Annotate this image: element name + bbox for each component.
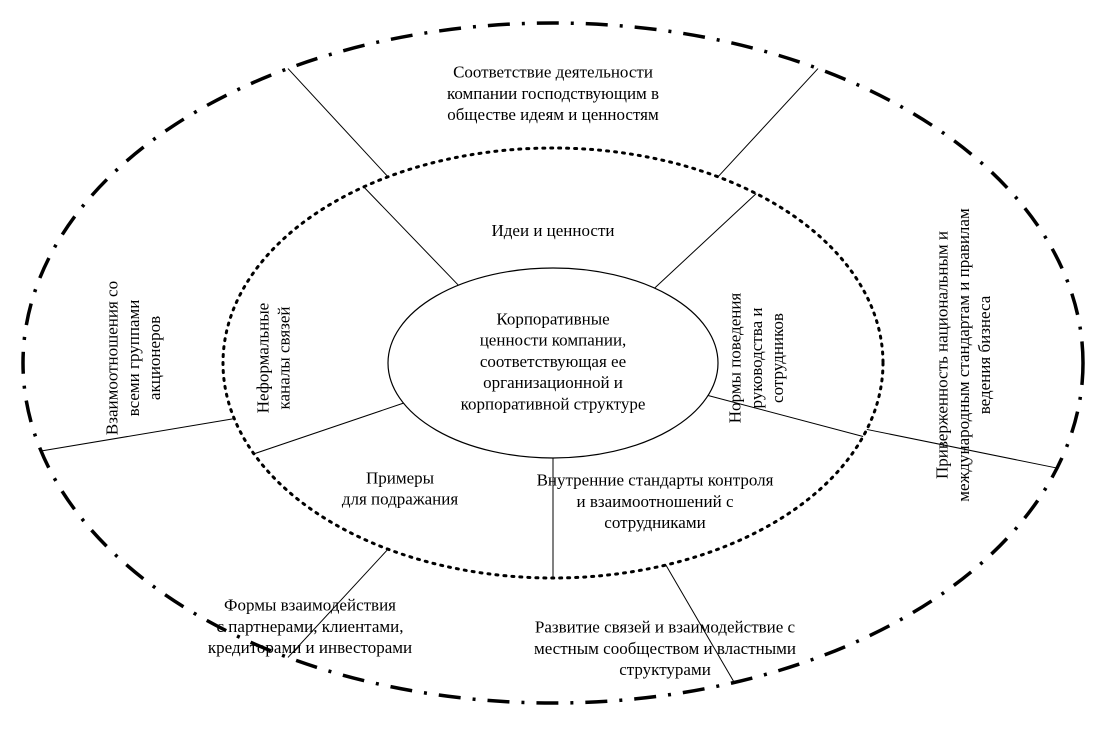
outer-label-partners-line-0: Формы взаимодействия bbox=[224, 596, 396, 615]
middle-label-norms-line-1: руководства и bbox=[747, 308, 766, 409]
middle-label-standards-line-0: Внутренние стандарты контроля bbox=[537, 471, 774, 490]
outer-label-society-line-2: обществе идеям и ценностям bbox=[447, 105, 659, 124]
outer-label-local-line-1: местным сообществом и властными bbox=[534, 639, 796, 658]
outer-label-partners-line-1: с партнерами, клиентами, bbox=[217, 617, 404, 636]
outer-label-society: Соответствие деятельности компании господ… bbox=[447, 63, 659, 125]
middle-label-ideas: Идеи и ценности bbox=[491, 221, 614, 240]
middle-label-examples-line-0: Примеры bbox=[366, 468, 435, 487]
outer-label-partners-line-2: кредиторами и инвесторами bbox=[208, 638, 412, 657]
outer-label-society-line-0: Соответствие деятельности bbox=[453, 63, 653, 82]
middle-label-norms-line-0: Нормы поведения bbox=[726, 293, 745, 424]
middle-label-standards-line-2: сотрудниками bbox=[604, 513, 705, 532]
center-label-line-0: Корпоративные bbox=[496, 309, 609, 328]
center-label-line-2: соответствующая ее bbox=[480, 352, 626, 371]
corporate-values-diagram: Корпоративные ценности компании, соответст… bbox=[0, 0, 1107, 727]
center-label-line-4: корпоративной структуре bbox=[461, 394, 646, 413]
middle-label-standards-line-1: и взаимоотношений с bbox=[576, 492, 733, 511]
outer-label-society-line-1: компании господствующим в bbox=[447, 84, 659, 103]
outer-label-international-line-2: ведения бизнеса bbox=[975, 295, 994, 414]
middle-label-examples-line-1: для подражания bbox=[342, 490, 458, 509]
center-label-line-1: ценности компании, bbox=[480, 331, 627, 350]
outer-label-international-line-0: Приверженность национальным и bbox=[933, 231, 952, 479]
middle-label-informal-line-1: каналы связей bbox=[275, 306, 294, 409]
middle-label-informal-line-0: Неформальные bbox=[253, 303, 272, 413]
outer-label-local-line-2: структурами bbox=[619, 660, 711, 679]
outer-label-partners: Формы взаимодействия с партнерами, клиент… bbox=[208, 596, 412, 658]
outer-label-shareholders-line-1: всеми группами bbox=[124, 300, 143, 417]
outer-label-local-line-0: Развитие связей и взаимодействие с bbox=[535, 618, 796, 637]
middle-label-norms-line-2: сотрудников bbox=[768, 313, 787, 403]
center-label-line-3: организационной и bbox=[483, 373, 623, 392]
outer-label-shareholders-line-2: акционеров bbox=[145, 316, 164, 400]
outer-label-international-line-1: международным стандартам и правилам bbox=[954, 208, 973, 502]
outer-label-shareholders-line-0: Взаимоотношения со bbox=[103, 281, 122, 435]
middle-label-ideas-line-0: Идеи и ценности bbox=[491, 221, 614, 240]
